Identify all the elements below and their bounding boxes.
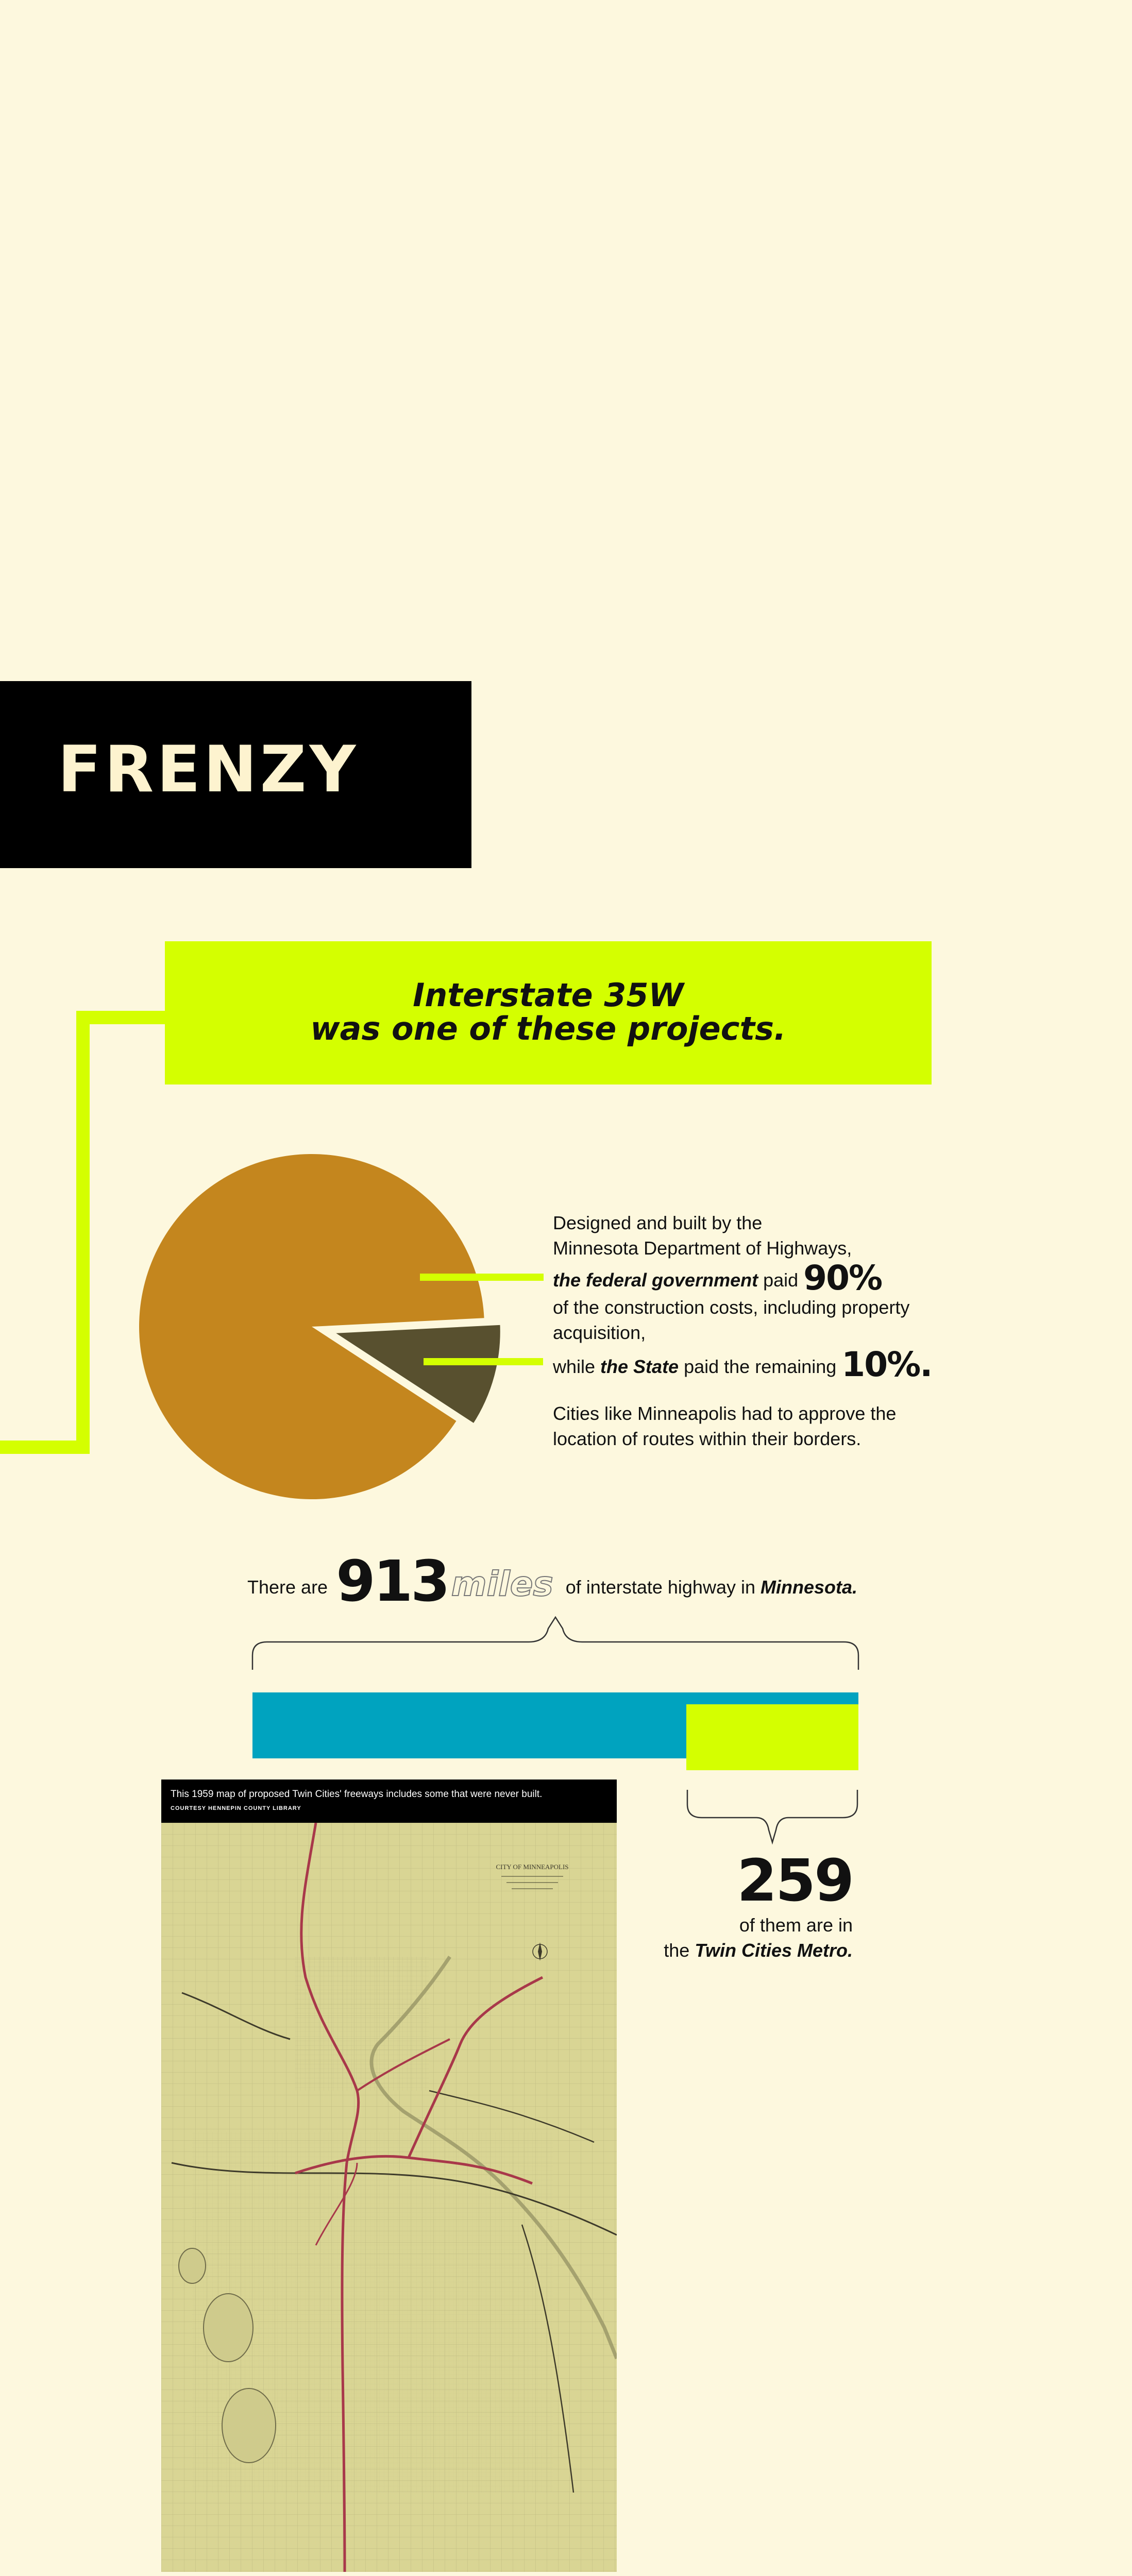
while-text: while xyxy=(553,1355,601,1377)
state-paid-text: paid the remaining xyxy=(679,1355,842,1377)
bar-metro-miles xyxy=(686,1704,858,1770)
cities-note: Cities like Minneapolis had to approve t… xyxy=(553,1402,897,1449)
section-title-block: FRENZY xyxy=(0,681,471,868)
brace-total xyxy=(251,1616,859,1670)
brace-metro xyxy=(686,1790,858,1845)
state-label: the State xyxy=(600,1355,679,1377)
federal-note: of the construction costs, including pro… xyxy=(553,1296,910,1343)
funding-intro-line-2: Minnesota Department of Highways, xyxy=(553,1237,852,1259)
state-share-line: while the State paid the remaining 10%. xyxy=(553,1344,944,1384)
metro-prefix: the xyxy=(664,1939,695,1961)
map-caption-bar: This 1959 map of proposed Twin Cities' f… xyxy=(161,1780,617,1823)
federal-share-line: the federal government paid 90% xyxy=(553,1261,944,1295)
freeway-map-1959: This 1959 map of proposed Twin Cities' f… xyxy=(161,1780,617,2572)
connector-line-horizontal-bottom xyxy=(0,1440,90,1454)
pointer-line-federal xyxy=(420,1274,544,1281)
funding-description: Designed and built by the Minnesota Depa… xyxy=(553,1211,944,1452)
pie-slice-state xyxy=(323,1320,504,1429)
metro-statement: 259 of them are in the Twin Cities Metro… xyxy=(629,1848,854,1963)
federal-percent: 90% xyxy=(803,1258,883,1298)
connector-line-horizontal-top xyxy=(76,1011,167,1024)
metro-line-2: the Twin Cities Metro. xyxy=(629,1938,853,1963)
pie-slice-federal xyxy=(139,1154,484,1499)
state-percent: 10%. xyxy=(841,1344,933,1384)
miles-suffix: of interstate highway in xyxy=(560,1577,761,1598)
map-caption: This 1959 map of proposed Twin Cities' f… xyxy=(171,1789,543,1800)
map-credit: COURTESY HENNEPIN COUNTY LIBRARY xyxy=(171,1805,301,1811)
section-title: FRENZY xyxy=(58,733,359,807)
pointer-line-state xyxy=(424,1358,543,1365)
metro-name: Twin Cities Metro. xyxy=(695,1939,853,1961)
miles-statement: There are 913miles of interstate highway… xyxy=(247,1548,917,1614)
metro-line-1: of them are in xyxy=(739,1914,853,1936)
miles-unit: miles xyxy=(451,1564,554,1604)
funding-intro-line-1: Designed and built by the xyxy=(553,1212,763,1233)
miles-state: Minnesota. xyxy=(761,1577,858,1598)
paid-text: paid xyxy=(758,1269,804,1291)
miles-total: 913 xyxy=(336,1548,450,1614)
miles-prefix: There are xyxy=(247,1577,333,1598)
connector-line-vertical xyxy=(76,1011,90,1454)
metro-total: 259 xyxy=(737,1848,854,1914)
map-illustration: CITY OF MINNEAPOLIS xyxy=(161,1823,617,2572)
federal-label: the federal government xyxy=(553,1269,758,1291)
map-title: CITY OF MINNEAPOLIS xyxy=(496,1863,568,1871)
callout-line-2: was one of these projects. xyxy=(310,1010,786,1048)
callout-banner: Interstate 35W was one of these projects… xyxy=(165,941,932,1084)
callout-line-1: Interstate 35W xyxy=(413,976,684,1014)
funding-pie-chart xyxy=(139,1154,504,1499)
callout-text: Interstate 35W was one of these projects… xyxy=(165,978,932,1045)
